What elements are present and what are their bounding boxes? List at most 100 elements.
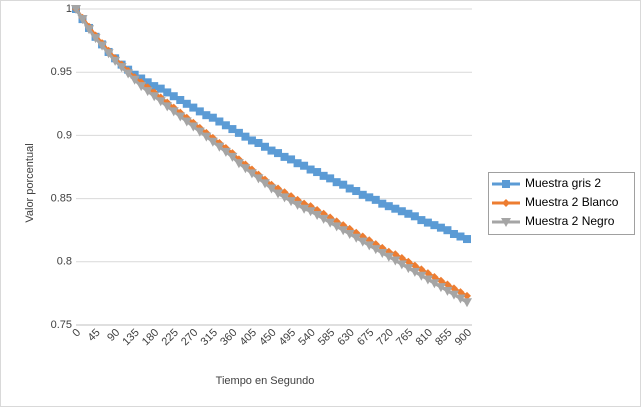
data-point <box>378 199 387 208</box>
data-point <box>228 125 237 134</box>
data-point <box>422 275 433 285</box>
data-point <box>202 111 211 120</box>
data-point <box>149 92 160 102</box>
data-point <box>384 202 393 211</box>
data-point <box>455 294 466 304</box>
data-point <box>103 49 114 59</box>
data-point <box>358 190 367 199</box>
data-point <box>357 237 368 247</box>
data-point <box>253 174 264 184</box>
data-point <box>396 260 407 270</box>
data-point <box>267 146 276 155</box>
data-point <box>397 254 406 263</box>
data-point <box>338 226 349 236</box>
data-point <box>344 229 355 239</box>
legend-label: Muestra 2 Negro <box>525 214 615 228</box>
data-point <box>463 291 471 300</box>
data-point <box>181 117 192 127</box>
data-point <box>207 137 218 147</box>
data-point <box>331 222 342 232</box>
data-point <box>176 96 185 105</box>
data-point <box>456 232 465 241</box>
data-point <box>77 15 88 25</box>
data-point <box>123 69 134 79</box>
data-point <box>383 252 394 262</box>
data-point <box>325 218 336 228</box>
data-point <box>259 179 270 189</box>
data-point <box>287 155 296 164</box>
data-point <box>391 204 400 213</box>
data-point <box>318 214 329 224</box>
data-point <box>339 180 348 189</box>
data-point <box>71 5 81 14</box>
data-point <box>143 78 152 87</box>
legend-marker <box>502 199 510 207</box>
data-point <box>423 218 432 227</box>
data-point <box>364 241 375 251</box>
legend-label: Muestra gris 2 <box>525 176 601 190</box>
data-point <box>390 256 401 266</box>
data-point <box>182 99 191 108</box>
data-point <box>260 142 269 151</box>
data-point <box>220 147 231 157</box>
data-point <box>273 189 284 199</box>
data-point <box>241 132 250 141</box>
data-point <box>280 152 289 161</box>
data-point <box>371 195 380 204</box>
data-point <box>84 25 95 35</box>
data-point <box>319 171 328 180</box>
data-point <box>215 117 224 126</box>
data-point <box>462 298 472 308</box>
data-point <box>246 169 257 179</box>
y-tick-label: 0.75 <box>51 319 72 331</box>
data-point <box>403 264 414 274</box>
data-point <box>417 265 426 274</box>
data-point <box>97 41 108 51</box>
data-point <box>201 132 212 142</box>
y-tick-label: 0.8 <box>57 256 72 268</box>
data-point <box>116 63 127 73</box>
data-point <box>188 122 199 132</box>
data-point <box>90 34 101 44</box>
data-point <box>313 168 322 177</box>
data-point <box>435 283 446 293</box>
x-axis-title: Tiempo en Segundo <box>216 375 315 387</box>
data-point <box>449 229 458 238</box>
data-point <box>397 207 406 216</box>
data-point <box>234 128 243 137</box>
data-point <box>208 113 217 122</box>
data-point <box>442 286 453 296</box>
data-point <box>240 164 251 174</box>
legend-label: Muestra 2 Blanco <box>525 195 619 209</box>
data-point <box>266 184 277 194</box>
data-point <box>162 102 173 112</box>
y-tick-label: 1 <box>66 3 72 15</box>
data-point <box>292 200 303 210</box>
data-point <box>110 56 121 66</box>
y-tick-label: 0.9 <box>57 129 72 141</box>
data-point <box>351 233 362 243</box>
data-point <box>254 138 263 147</box>
data-point <box>430 221 439 230</box>
data-point <box>410 261 419 270</box>
data-point <box>416 271 427 281</box>
data-point <box>155 97 166 107</box>
data-point <box>456 288 465 297</box>
data-point <box>443 226 452 235</box>
data-point <box>293 159 302 168</box>
data-point <box>136 82 147 92</box>
data-point <box>391 250 400 259</box>
y-axis-title: Valor porcentual <box>24 143 36 222</box>
legend-marker <box>501 218 511 227</box>
legend-marker <box>502 180 510 188</box>
y-tick-label: 0.85 <box>51 193 72 205</box>
data-point <box>345 184 354 193</box>
data-point <box>332 178 341 187</box>
data-point <box>233 159 244 169</box>
data-point <box>286 197 297 207</box>
data-point <box>430 272 439 281</box>
data-point <box>169 92 178 101</box>
data-point <box>370 245 381 255</box>
